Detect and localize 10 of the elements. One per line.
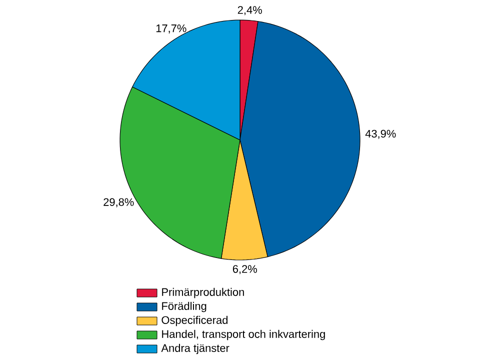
data-label: 17,7% xyxy=(156,24,186,34)
data-label: 6,2% xyxy=(232,265,257,274)
legend-label: Handel, transport och inkvartering xyxy=(162,330,325,340)
data-label: 29,8% xyxy=(104,198,134,208)
legend-label: Förädling xyxy=(162,302,206,312)
legend-label: Ospecificerad xyxy=(162,316,228,326)
data-label: 43,9% xyxy=(365,130,396,139)
legend-label: Primärproduktion xyxy=(162,288,244,298)
legend-label: Andra tjänster xyxy=(161,344,230,354)
data-label: 2,4% xyxy=(238,6,262,16)
